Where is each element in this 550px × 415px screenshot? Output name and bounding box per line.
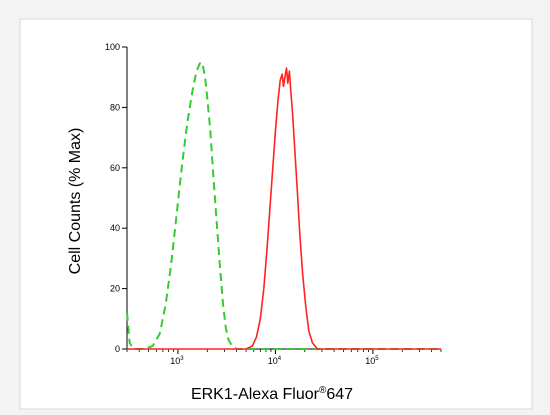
x-axis-title-tail: 647 [326, 386, 353, 403]
x-tick-label: 103 [170, 356, 184, 366]
y-axis-title: Cell Counts (% Max) [67, 128, 84, 275]
control-histogram-line [126, 61, 441, 350]
x-tick-label: 105 [365, 356, 379, 366]
y-tick-label: 100 [105, 42, 120, 52]
x-tick-base: 10 [268, 356, 278, 366]
figure-card [19, 18, 533, 410]
x-axis-title-registered-mark: ® [319, 385, 327, 396]
x-tick-base: 10 [170, 356, 180, 366]
y-tick-label: 20 [110, 284, 120, 294]
y-tick-label: 0 [115, 344, 120, 354]
x-tick-label: 104 [268, 356, 282, 366]
y-tick-label: 40 [110, 223, 120, 233]
x-tick-exponent: 4 [278, 356, 282, 362]
x-axis-title-main: ERK1-Alexa Fluor [191, 386, 320, 403]
y-tick-label: 60 [110, 163, 120, 173]
plot-series [126, 61, 441, 350]
x-tick-exponent: 3 [180, 356, 184, 362]
x-tick-exponent: 5 [375, 356, 379, 362]
x-tick-base: 10 [365, 356, 375, 366]
y-tick-label: 80 [110, 102, 120, 112]
x-axis-title: ERK1-Alexa Fluor®647 [191, 385, 353, 403]
erk1-histogram-line [127, 67, 441, 350]
